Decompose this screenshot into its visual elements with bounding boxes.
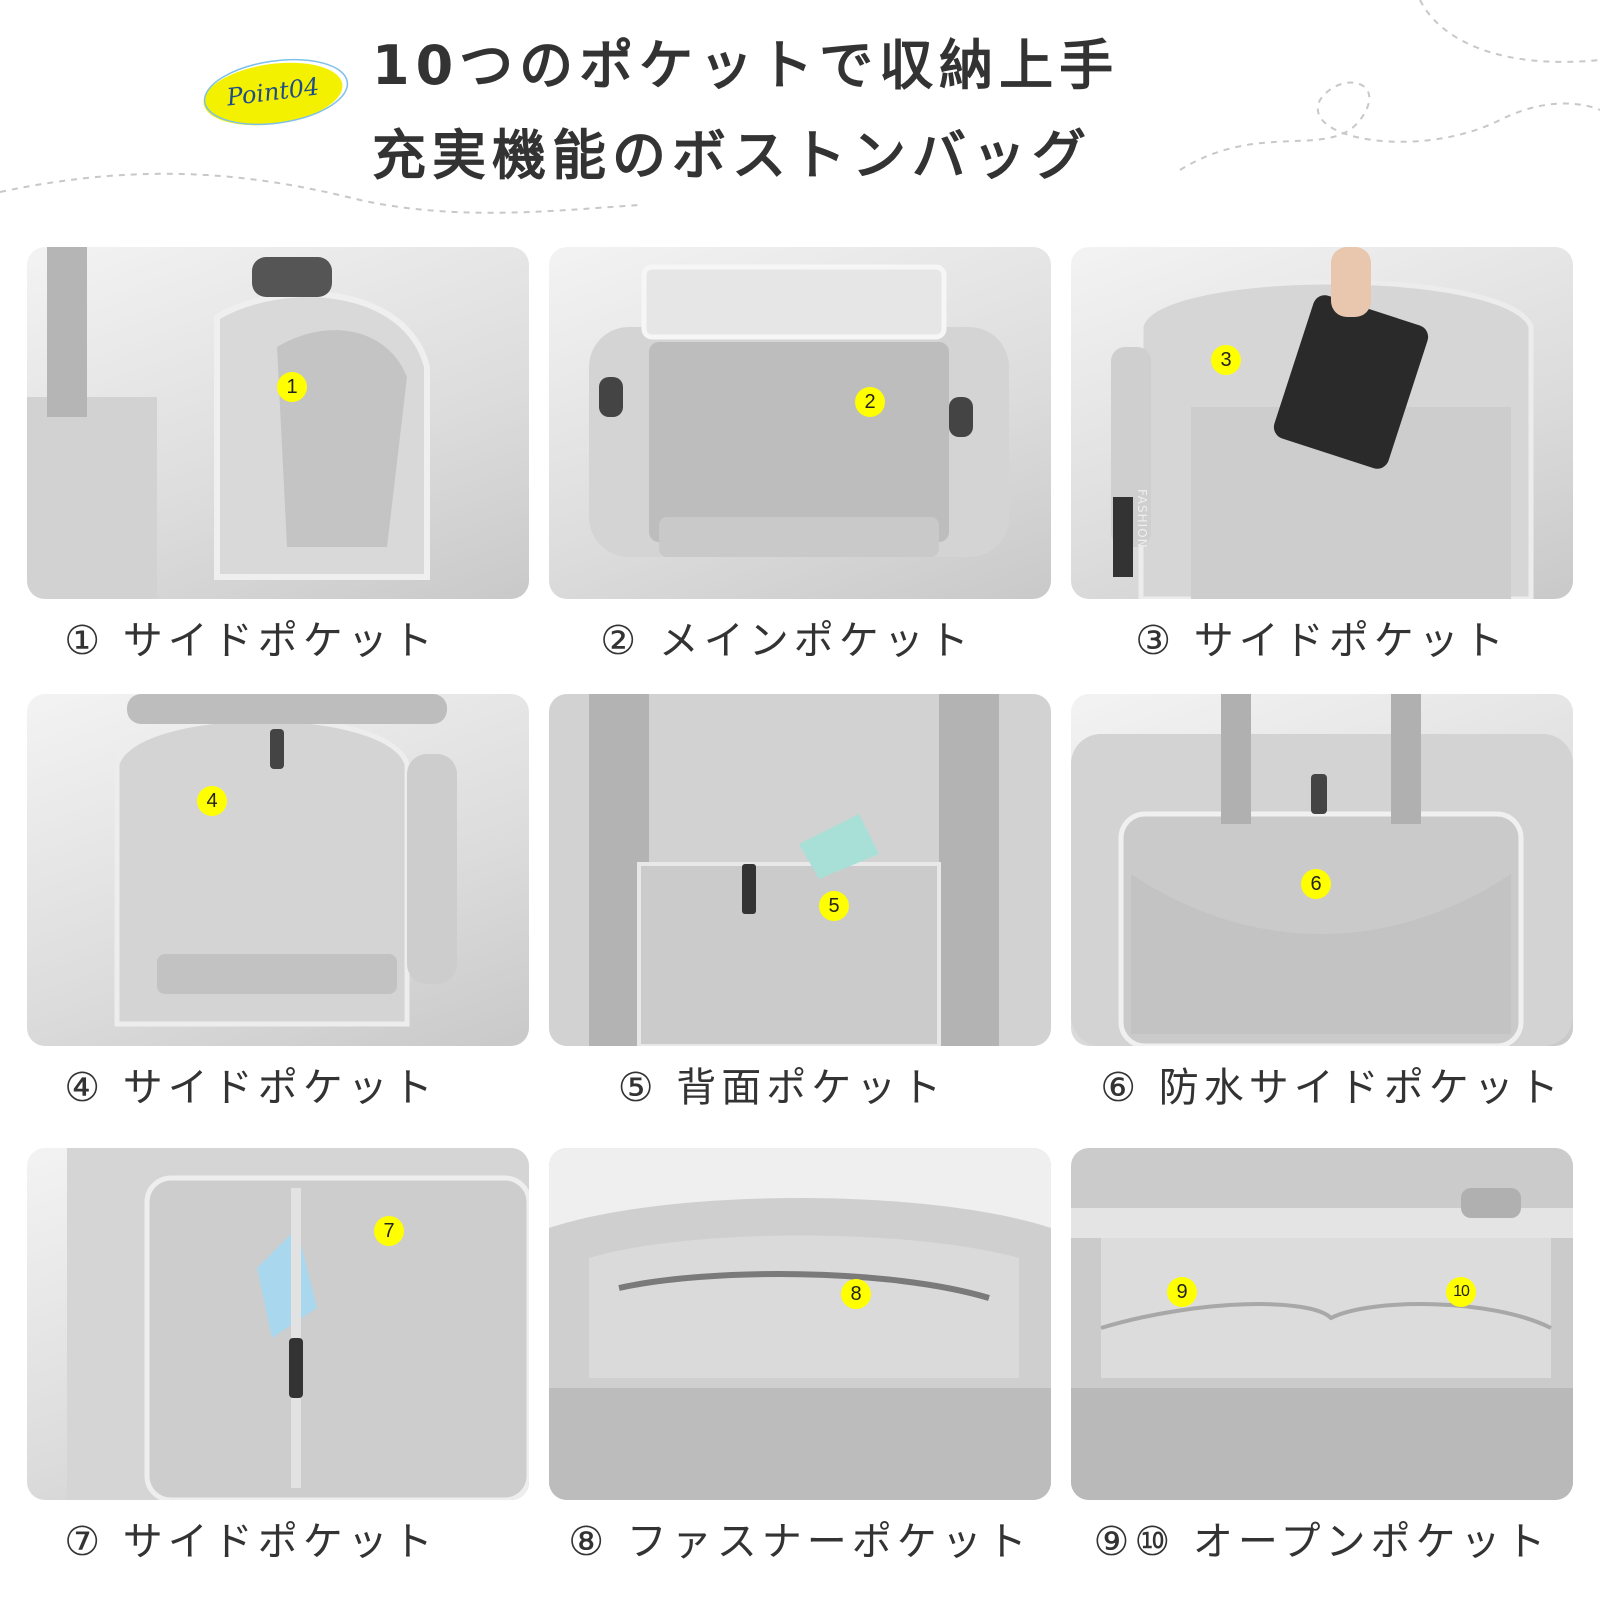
bag-inner-open-pockets-icon	[1071, 1148, 1573, 1500]
photo-side-pocket-7: 7	[27, 1148, 529, 1500]
photo-main-pocket: 2	[549, 247, 1051, 599]
photo-zipper-pocket: 8	[549, 1148, 1051, 1500]
product-label: FASHION	[1135, 489, 1149, 549]
photo-open-pockets: 9 10	[1071, 1148, 1573, 1500]
bag-back-card-icon	[549, 694, 1051, 1046]
caption-9-10: ⑨⑩ オープンポケット	[1093, 1519, 1551, 1565]
marker-5: 5	[819, 891, 849, 921]
caption-2: ② メインポケット	[600, 618, 974, 664]
photo-back-pocket: 5	[549, 694, 1051, 1046]
marker-4: 4	[197, 786, 227, 816]
photo-waterproof-pocket: 6	[1071, 694, 1573, 1046]
marker-10: 10	[1446, 1277, 1476, 1307]
bag-front-phone-icon	[1111, 247, 1534, 599]
marker-9: 9	[1167, 1277, 1197, 1307]
point-badge: Point04	[196, 54, 350, 130]
marker-3: 3	[1211, 345, 1241, 375]
caption-7: ⑦ サイドポケット	[64, 1519, 438, 1565]
bag-side-open-icon	[27, 247, 430, 599]
bag-inner-zip-icon	[549, 1148, 1051, 1500]
photo-side-pocket-3: 3 FASHION	[1071, 247, 1573, 599]
marker-7: 7	[374, 1216, 404, 1246]
bag-side-zip-card-icon	[67, 1148, 529, 1500]
page-title-line2: 充実機能のボストンバッグ	[372, 124, 1092, 187]
caption-4: ④ サイドポケット	[64, 1065, 438, 1111]
bag-front-pocket-icon	[1071, 694, 1573, 1046]
photo-side-pocket-4: 4	[27, 694, 529, 1046]
photo-side-pocket-1: 1	[27, 247, 529, 599]
caption-8: ⑧ ファスナーポケット	[568, 1519, 1032, 1565]
page-title-line1: 10つのポケットで収納上手	[372, 34, 1120, 97]
marker-6: 6	[1301, 869, 1331, 899]
bag-main-open-icon	[589, 264, 1009, 557]
marker-8: 8	[841, 1279, 871, 1309]
caption-1: ① サイドポケット	[64, 618, 438, 664]
badge-shape-icon	[203, 58, 349, 126]
marker-1: 1	[277, 372, 307, 402]
caption-6: ⑥ 防水サイドポケット	[1100, 1065, 1564, 1111]
caption-3: ③ サイドポケット	[1135, 618, 1509, 664]
bag-end-pocket-icon	[114, 694, 457, 1027]
marker-2: 2	[855, 387, 885, 417]
caption-5: ⑤ 背面ポケット	[617, 1065, 947, 1111]
